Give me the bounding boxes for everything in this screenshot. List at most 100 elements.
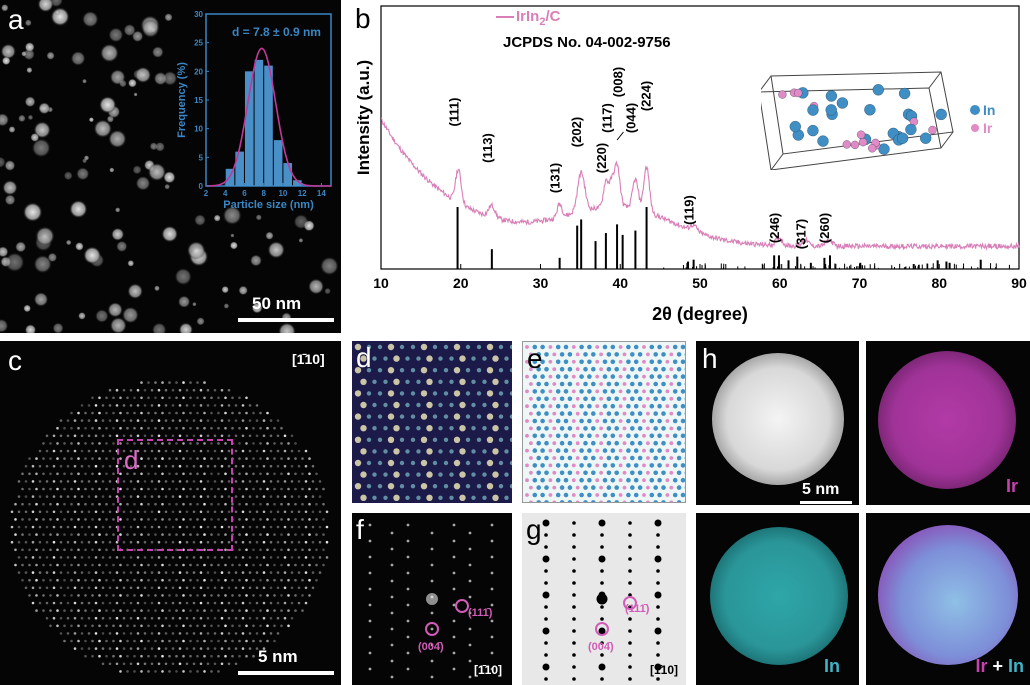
nanoparticle: [223, 303, 230, 309]
in-atom: [653, 470, 658, 476]
ir-atom: [646, 470, 650, 475]
in-atom: [610, 477, 616, 483]
atom-column: [164, 419, 168, 422]
atom-column: [238, 472, 241, 476]
atom-column: [56, 518, 59, 521]
atom-column: [35, 578, 38, 582]
overlay-map-label: Ir + In: [975, 656, 1024, 677]
atom-column: [509, 391, 512, 396]
atom-column: [150, 662, 154, 666]
nanoparticle: [15, 241, 27, 253]
ir-atom: [529, 485, 533, 490]
nanoparticle: [4, 194, 16, 206]
peak-label: (044): [623, 103, 638, 133]
in-atom: [536, 411, 541, 416]
ir-atom: [571, 419, 576, 423]
atom-column: [405, 356, 410, 361]
in-atom: [896, 132, 909, 144]
atom-column: [171, 449, 175, 453]
atom-column: [87, 495, 91, 498]
diffraction-spot: [390, 563, 394, 567]
atom-column: [87, 404, 91, 407]
nanoparticle: [255, 214, 262, 221]
atom-column: [322, 487, 325, 491]
atom-column: [185, 388, 189, 392]
atom-column: [28, 578, 31, 582]
in-atom: [789, 120, 801, 133]
ir-atom: [622, 485, 627, 490]
atom-column: [189, 487, 192, 491]
ir-atom: [575, 352, 580, 357]
atom-column: [203, 594, 206, 597]
simulated-spot: [572, 605, 576, 609]
simulated-spot: [598, 519, 606, 527]
atom-column: [38, 495, 42, 498]
atom-column: [203, 533, 206, 536]
atom-column: [143, 571, 147, 574]
diffraction-spot: [368, 667, 372, 671]
atom-column: [280, 472, 283, 476]
atom-column: [161, 518, 164, 521]
simulated-spot: [572, 641, 576, 645]
nanoparticle: [161, 225, 178, 243]
atom-column: [164, 586, 168, 590]
atom-column: [224, 426, 227, 430]
atom-column: [224, 578, 227, 582]
atom-column: [383, 426, 388, 431]
atom-column: [87, 480, 91, 483]
atom-column: [405, 472, 410, 477]
atom-column: [276, 632, 280, 635]
ir-atom: [595, 419, 600, 423]
atom-column: [238, 502, 241, 506]
atom-column: [308, 563, 311, 567]
atom-column: [354, 436, 362, 443]
in-atom: [676, 411, 682, 416]
ir-atom: [599, 367, 603, 372]
atom-column: [126, 457, 129, 460]
nanoparticle: [1, 4, 9, 12]
atom-column: [175, 426, 178, 430]
atom-column: [154, 533, 157, 536]
atom-column: [308, 548, 311, 552]
atom-column: [280, 518, 283, 521]
atom-column: [482, 495, 487, 500]
atom-column: [175, 381, 178, 384]
atom-column: [70, 578, 73, 582]
atom-column: [63, 563, 66, 567]
atom-column: [276, 571, 280, 574]
nanoparticle: [70, 51, 86, 66]
diffraction-spot: [452, 571, 456, 575]
atom-column: [476, 484, 482, 489]
atom-column: [210, 624, 213, 628]
in-atom: [579, 463, 584, 468]
in-atom: [591, 500, 596, 502]
simulated-spot: [572, 593, 576, 597]
nanoparticle: [82, 10, 99, 28]
atom-column: [192, 540, 196, 544]
atom-column: [283, 540, 287, 544]
atom-column: [164, 571, 168, 574]
in-atom: [587, 477, 592, 483]
atom-column: [94, 571, 98, 574]
atom-column: [245, 426, 248, 430]
atom-column: [269, 495, 273, 498]
atom-column: [220, 510, 224, 514]
atom-column: [87, 616, 91, 620]
atom-column: [287, 578, 290, 582]
atom-column: [322, 563, 325, 567]
atom-column: [377, 484, 383, 489]
atom-column: [227, 601, 231, 605]
atom-column: [231, 426, 234, 430]
atom-column: [98, 396, 101, 400]
in-atom: [610, 374, 616, 379]
atom-column: [133, 518, 136, 521]
in-atom: [544, 485, 549, 490]
atom-column: [52, 556, 56, 559]
atom-column: [196, 457, 199, 460]
atom-column: [189, 426, 192, 430]
atom-column: [196, 442, 199, 445]
in-atom: [536, 455, 541, 461]
atom-column: [234, 616, 238, 620]
region-d-label: d: [124, 445, 139, 475]
atom-column: [443, 391, 449, 396]
